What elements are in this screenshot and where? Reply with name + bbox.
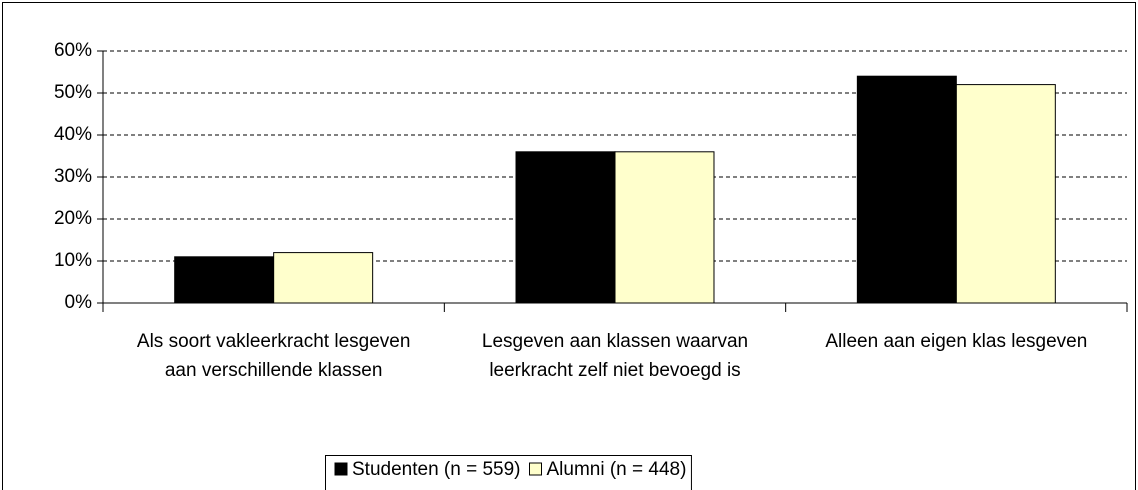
x-tick-label: Alleen aan eigen klas lesgeven bbox=[825, 331, 1088, 352]
x-tick-label: Lesgeven aan klassen waarvan leerkracht … bbox=[481, 331, 749, 381]
bar bbox=[955, 84, 1056, 304]
y-tick-label: 20% bbox=[54, 208, 92, 229]
legend: Studenten (n = 559) Alumni (n = 448) bbox=[325, 455, 692, 490]
legend-swatch bbox=[529, 462, 542, 476]
y-tick-label: 30% bbox=[54, 166, 92, 187]
legend-label: Studenten (n = 559) bbox=[352, 459, 521, 480]
x-tick-label: Als soort vakleerkracht lesgeven aan ver… bbox=[136, 331, 411, 381]
y-tick-label: 10% bbox=[54, 250, 92, 271]
bar bbox=[856, 75, 957, 304]
legend-label: Alumni (n = 448) bbox=[547, 459, 687, 480]
legend-box bbox=[325, 455, 692, 490]
bar bbox=[174, 256, 275, 304]
bar bbox=[273, 252, 374, 304]
y-tick-label: 60% bbox=[54, 40, 92, 61]
legend-swatch bbox=[334, 462, 348, 476]
y-tick-label: 50% bbox=[54, 82, 92, 103]
bar bbox=[515, 151, 616, 304]
y-tick-label: 40% bbox=[54, 124, 92, 145]
bar bbox=[614, 151, 715, 304]
y-tick-label: 0% bbox=[65, 292, 93, 313]
